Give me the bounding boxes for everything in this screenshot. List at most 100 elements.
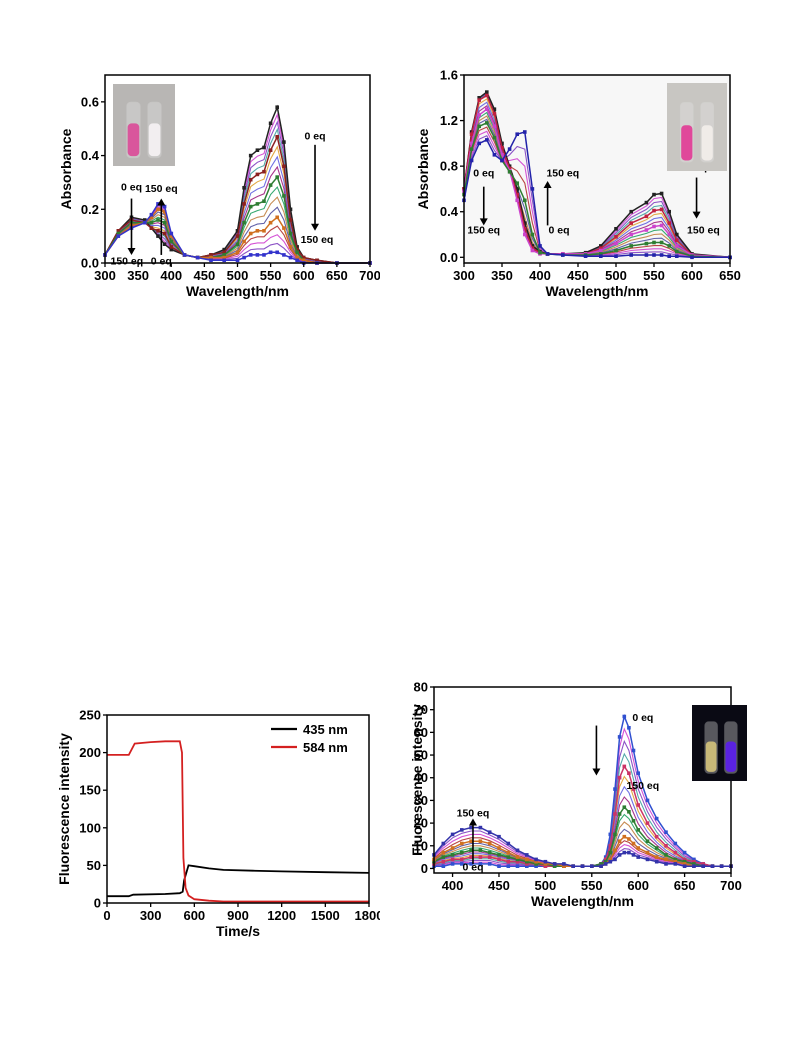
eq-annotation: 150 eq xyxy=(546,167,579,179)
series-point xyxy=(603,857,608,862)
series-point xyxy=(450,862,455,866)
x-tick-label: 550 xyxy=(643,268,665,283)
y-axis-label: Absorbance xyxy=(415,128,431,209)
series-point xyxy=(631,819,636,823)
series-point xyxy=(116,229,121,233)
series-point xyxy=(222,258,226,263)
series-point xyxy=(469,147,474,151)
series-point xyxy=(222,250,226,255)
x-tick-label: 300 xyxy=(453,268,475,283)
series-point xyxy=(543,862,548,866)
y-tick-label: 0.2 xyxy=(81,202,99,217)
series-point xyxy=(525,857,529,862)
legend-label: 435 nm xyxy=(303,722,348,737)
series-point xyxy=(652,192,656,197)
y-tick-label: 250 xyxy=(79,708,101,723)
series-point xyxy=(275,105,279,109)
series-point xyxy=(645,850,650,855)
series-point xyxy=(485,93,489,98)
series-point xyxy=(478,825,483,830)
series-point xyxy=(282,140,286,144)
series-point xyxy=(622,714,627,719)
series-point xyxy=(673,841,678,846)
series-point xyxy=(169,247,174,252)
arrow-head xyxy=(311,223,320,231)
series-point xyxy=(469,839,473,843)
series-point xyxy=(497,834,501,839)
series-point xyxy=(613,857,617,862)
series-point xyxy=(599,244,603,248)
series-point xyxy=(162,231,167,236)
y-tick-label: 20 xyxy=(414,816,428,831)
series-point xyxy=(288,245,293,249)
series-point xyxy=(515,855,520,859)
series-point xyxy=(497,853,501,857)
arrow-head xyxy=(127,247,136,255)
y-tick-label: 80 xyxy=(414,680,428,695)
series-point xyxy=(613,812,617,816)
series-point xyxy=(614,254,618,258)
series-point xyxy=(701,862,705,866)
series-point xyxy=(599,254,603,258)
series-point xyxy=(690,255,694,260)
series-point xyxy=(617,735,622,739)
eq-annotation: 0 eq xyxy=(473,167,494,179)
x-tick-label: 700 xyxy=(359,268,380,283)
y-tick-label: 0.6 xyxy=(81,94,99,109)
series-point xyxy=(506,864,511,868)
series-point xyxy=(275,250,279,255)
arrow-head xyxy=(479,218,488,226)
arrow-head xyxy=(468,818,477,826)
series-point xyxy=(515,848,520,853)
series-point xyxy=(156,218,160,222)
x-axis-label: Wavelength/nm xyxy=(546,283,649,299)
series-point xyxy=(629,244,633,248)
series-point xyxy=(629,253,633,257)
series-point xyxy=(627,850,631,855)
series-point xyxy=(614,248,618,253)
series-point xyxy=(248,231,253,236)
series-point xyxy=(515,859,520,864)
series-point xyxy=(644,214,649,219)
series-point xyxy=(530,187,535,191)
series-point xyxy=(629,221,633,225)
vial-solution xyxy=(681,125,693,161)
series-point xyxy=(654,834,659,839)
series-point xyxy=(673,850,678,855)
series-point xyxy=(242,255,246,260)
series-point xyxy=(617,839,622,843)
series-point xyxy=(664,853,668,857)
eq-annotation: 0 eq xyxy=(462,862,483,874)
series-point xyxy=(222,253,226,257)
series-point xyxy=(617,812,622,816)
series-point xyxy=(222,255,226,260)
series-point xyxy=(487,830,492,834)
series-point xyxy=(450,832,455,837)
series-point xyxy=(664,862,668,866)
series-point xyxy=(571,864,575,868)
series-point xyxy=(275,215,279,220)
x-tick-label: 650 xyxy=(674,878,696,893)
series-point xyxy=(673,859,678,864)
series-point xyxy=(492,135,497,140)
series-point xyxy=(262,253,266,257)
series-point xyxy=(525,859,529,864)
eq-annotation: 150 eq xyxy=(687,224,720,236)
series-point xyxy=(644,228,649,232)
series-point xyxy=(506,850,511,855)
series-point xyxy=(182,253,187,257)
series-point xyxy=(156,202,160,206)
series-point xyxy=(195,255,200,260)
x-tick-label: 550 xyxy=(581,878,603,893)
series-point xyxy=(561,253,565,257)
series-point xyxy=(209,258,213,263)
series-point xyxy=(485,90,489,94)
series-point xyxy=(608,859,613,864)
series-point xyxy=(235,234,240,238)
series-point xyxy=(523,130,527,134)
series-point xyxy=(441,850,446,855)
x-axis-label: Time/s xyxy=(216,923,260,939)
series-group xyxy=(107,740,370,903)
series-point xyxy=(515,198,519,203)
series-point xyxy=(654,846,659,850)
